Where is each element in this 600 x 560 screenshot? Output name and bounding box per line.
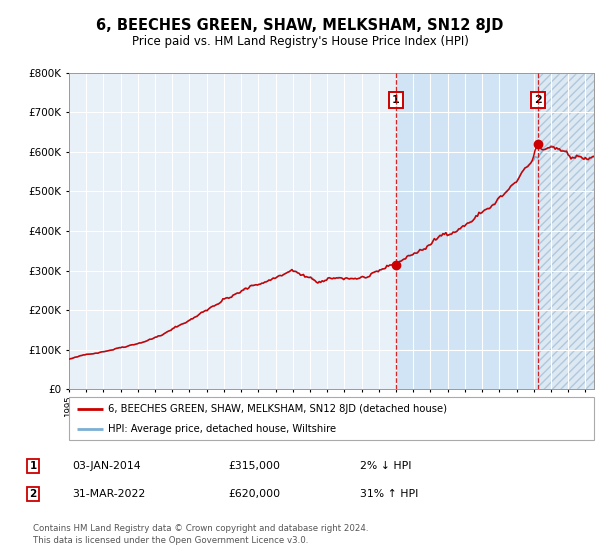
Text: Contains HM Land Registry data © Crown copyright and database right 2024.
This d: Contains HM Land Registry data © Crown c… [33, 524, 368, 545]
Bar [396, 73, 538, 389]
Text: Price paid vs. HM Land Registry's House Price Index (HPI): Price paid vs. HM Land Registry's House … [131, 35, 469, 49]
Text: £620,000: £620,000 [228, 489, 280, 499]
Text: 31% ↑ HPI: 31% ↑ HPI [360, 489, 418, 499]
Text: £315,000: £315,000 [228, 461, 280, 471]
Text: 03-JAN-2014: 03-JAN-2014 [72, 461, 140, 471]
Text: 2% ↓ HPI: 2% ↓ HPI [360, 461, 412, 471]
Text: 1: 1 [29, 461, 37, 471]
Text: 1: 1 [392, 95, 400, 105]
Text: 31-MAR-2022: 31-MAR-2022 [72, 489, 145, 499]
Text: 2: 2 [534, 95, 542, 105]
Bar [538, 73, 594, 389]
Text: 6, BEECHES GREEN, SHAW, MELKSHAM, SN12 8JD (detached house): 6, BEECHES GREEN, SHAW, MELKSHAM, SN12 8… [109, 404, 448, 414]
Text: 2: 2 [29, 489, 37, 499]
Text: 6, BEECHES GREEN, SHAW, MELKSHAM, SN12 8JD: 6, BEECHES GREEN, SHAW, MELKSHAM, SN12 8… [97, 18, 503, 32]
Text: HPI: Average price, detached house, Wiltshire: HPI: Average price, detached house, Wilt… [109, 424, 337, 434]
Bar [538, 73, 594, 389]
